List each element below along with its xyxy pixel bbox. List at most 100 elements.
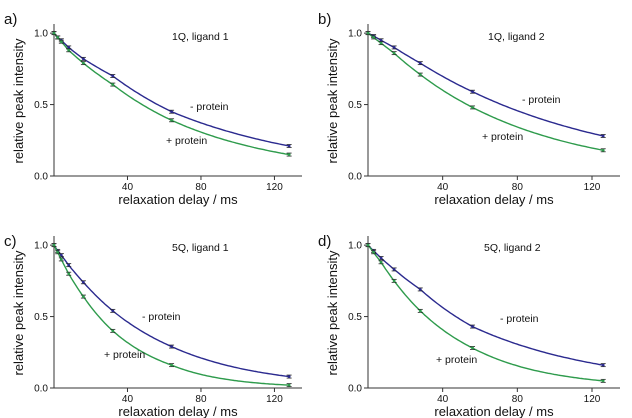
curve-label: - protein bbox=[522, 94, 561, 106]
data-point bbox=[59, 253, 63, 257]
data-point bbox=[601, 148, 605, 152]
panel-3: c) 5Q, ligand 1 0.0 0.5 1.0 40 80 120 relaxation… bbox=[4, 233, 302, 418]
y-tick-label: 0.5 bbox=[348, 100, 362, 111]
data-point bbox=[59, 258, 63, 261]
y-axis-title: relative peak intensity bbox=[325, 250, 340, 376]
data-point bbox=[379, 41, 383, 45]
data-point bbox=[392, 268, 396, 271]
data-point bbox=[52, 243, 56, 247]
data-point bbox=[170, 345, 173, 348]
data-point bbox=[601, 363, 605, 367]
panel-4: d) 5Q, ligand 2 0.0 0.5 1.0 40 80 120 relaxation… bbox=[318, 233, 620, 418]
data-point bbox=[471, 325, 474, 328]
panel-letter: b) bbox=[318, 11, 331, 28]
data-point bbox=[111, 329, 115, 333]
y-tick-label: 1.0 bbox=[348, 29, 362, 40]
y-tick-label: 0.5 bbox=[34, 100, 48, 111]
data-point bbox=[471, 106, 474, 109]
y-tick-label: 1.0 bbox=[348, 241, 362, 252]
curve-label: + protein bbox=[104, 349, 145, 361]
data-point bbox=[379, 260, 383, 264]
y-tick-label: 1.0 bbox=[34, 241, 48, 252]
data-point bbox=[366, 31, 370, 35]
panel-1: a) 1Q, ligand 1 0.0 0.5 1.0 40 80 120 relaxation… bbox=[4, 11, 302, 207]
series-minus-protein bbox=[51, 31, 292, 148]
series-minus-protein bbox=[51, 243, 292, 379]
data-point bbox=[471, 90, 474, 94]
x-axis-title: relaxation delay / ms bbox=[118, 404, 238, 418]
data-point bbox=[287, 375, 291, 378]
panel-title: 5Q, ligand 2 bbox=[484, 242, 541, 254]
x-tick-label: 40 bbox=[437, 182, 449, 193]
data-point bbox=[81, 280, 85, 284]
series-minus-protein bbox=[365, 243, 606, 368]
data-point bbox=[372, 36, 375, 39]
data-point bbox=[418, 309, 422, 313]
data-point bbox=[52, 31, 56, 35]
x-tick-label: 40 bbox=[122, 182, 134, 193]
data-point bbox=[392, 46, 396, 49]
panel-title: 5Q, ligand 1 bbox=[172, 242, 229, 254]
data-point bbox=[67, 263, 71, 267]
curve-label: + protein bbox=[166, 135, 207, 147]
data-point bbox=[287, 383, 291, 387]
fit-curve bbox=[367, 244, 604, 382]
y-axis-title: relative peak intensity bbox=[325, 38, 340, 164]
series-plus-protein bbox=[365, 243, 606, 383]
y-tick-label: 0.5 bbox=[348, 312, 362, 323]
panel-title: 1Q, ligand 1 bbox=[172, 31, 229, 43]
y-tick-label: 0.0 bbox=[34, 384, 48, 395]
data-point bbox=[287, 144, 291, 148]
data-point bbox=[392, 51, 396, 55]
panel-letter: a) bbox=[4, 11, 17, 28]
x-tick-label: 80 bbox=[512, 182, 524, 193]
data-point bbox=[379, 256, 383, 260]
y-tick-label: 0.0 bbox=[348, 172, 362, 183]
series-plus-protein bbox=[51, 31, 292, 157]
x-tick-label: 120 bbox=[584, 182, 601, 193]
y-axis-title: relative peak intensity bbox=[11, 250, 26, 376]
panel-2: b) 1Q, ligand 2 0.0 0.5 1.0 40 80 120 relaxation… bbox=[318, 11, 620, 207]
data-point bbox=[111, 309, 115, 313]
data-point bbox=[59, 40, 63, 44]
y-tick-label: 1.0 bbox=[34, 29, 48, 40]
curve-label: - protein bbox=[190, 101, 229, 113]
data-point bbox=[418, 288, 422, 291]
data-point bbox=[81, 61, 85, 65]
data-point bbox=[601, 134, 605, 138]
series-plus-protein bbox=[51, 243, 292, 388]
data-point bbox=[392, 279, 396, 283]
data-point bbox=[67, 48, 71, 52]
curve-label: - protein bbox=[142, 311, 181, 323]
data-point bbox=[170, 363, 173, 367]
y-tick-label: 0.0 bbox=[34, 172, 48, 183]
data-point bbox=[372, 250, 375, 254]
data-point bbox=[418, 61, 422, 65]
x-tick-label: 120 bbox=[266, 182, 283, 193]
data-point bbox=[379, 38, 383, 42]
panel-letter: c) bbox=[4, 233, 17, 250]
data-point bbox=[601, 379, 605, 383]
data-point bbox=[111, 83, 115, 86]
y-tick-label: 0.0 bbox=[348, 384, 362, 395]
panel-title: 1Q, ligand 2 bbox=[488, 31, 545, 43]
x-axis-title: relaxation delay / ms bbox=[434, 192, 554, 207]
fit-curve bbox=[367, 32, 604, 137]
x-tick-label: 120 bbox=[584, 394, 601, 405]
fit-curve bbox=[53, 32, 290, 147]
data-point bbox=[418, 73, 422, 76]
curve-label: + protein bbox=[482, 131, 523, 143]
data-point bbox=[67, 46, 71, 49]
y-axis-title: relative peak intensity bbox=[11, 38, 26, 164]
x-tick-label: 40 bbox=[122, 394, 134, 405]
y-tick-label: 0.5 bbox=[34, 312, 48, 323]
data-point bbox=[170, 118, 173, 122]
x-tick-label: 40 bbox=[437, 394, 449, 405]
curve-label: - protein bbox=[500, 313, 539, 325]
data-point bbox=[81, 57, 85, 61]
data-point bbox=[287, 153, 291, 156]
x-tick-label: 80 bbox=[195, 394, 207, 405]
data-point bbox=[81, 295, 85, 298]
curve-label: + protein bbox=[436, 354, 477, 366]
